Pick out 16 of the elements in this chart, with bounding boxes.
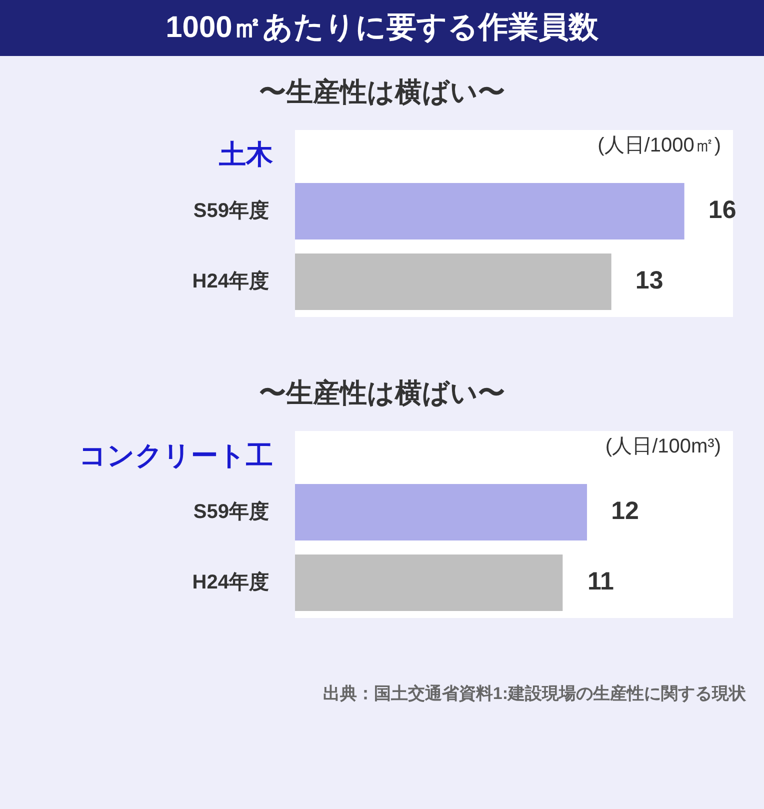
source-note: 出典：国土交通省資料1:建設現場の生産性に関する現状 [322,683,747,705]
x-axis-title: (人日/100m³) [605,436,721,458]
y-tick-label: H24年度 [192,269,269,292]
data-label: 11 [587,568,614,596]
x-axis-title: (人日/1000㎡) [598,134,721,157]
y-tick-label: S59年度 [193,500,269,523]
y-tick-label: S59年度 [193,198,269,222]
y-tick-label: H24年度 [192,570,269,594]
chart-subtitle: 〜生産性は横ばい〜 [258,377,506,410]
y-axis-title: 土木 [218,139,274,170]
chart-title: 1000㎡あたりに要する作業員数 [0,0,764,56]
data-label: 12 [611,497,639,526]
y-axis-title: コンクリート工 [79,440,273,470]
data-label: 16 [708,196,736,224]
chart-subtitle: 〜生産性は横ばい〜 [258,76,506,109]
data-label: 13 [635,266,664,295]
